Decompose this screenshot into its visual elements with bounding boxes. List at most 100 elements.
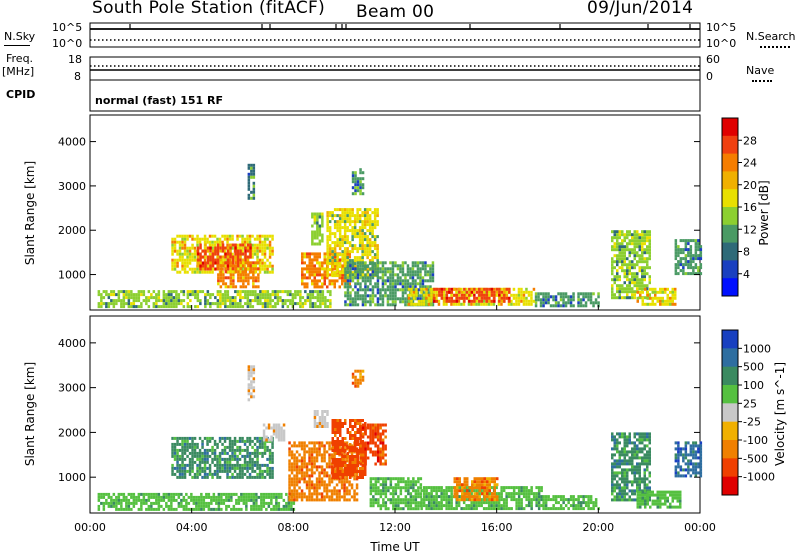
- colorbar-swatch: [722, 224, 738, 244]
- colorbar-swatch: [722, 153, 738, 172]
- nave-tick-bottom: 0: [706, 70, 713, 83]
- x-tick-label: 00:00: [684, 521, 716, 534]
- nsky-label: N.Sky: [4, 30, 36, 43]
- freq-unit-label: [MHz]: [2, 65, 35, 78]
- colorbar-swatch: [722, 118, 738, 137]
- power-echo-region: [217, 261, 260, 289]
- cpid-label: CPID: [6, 88, 36, 101]
- power-echo-region: [674, 239, 703, 276]
- power-echo-region: [351, 168, 365, 196]
- velocity-colorbar: 1000 500 100 25 -25 -100 -500 -1000: [721, 329, 775, 496]
- velocity-echo-region: [636, 490, 682, 509]
- power-panel: 1000 2000 3000 4000: [58, 114, 703, 311]
- velocity-echo-region: [351, 369, 365, 388]
- beam-label: Beam 00: [356, 2, 435, 22]
- velocity-echo-region: [420, 486, 543, 511]
- x-axis-label: Time UT: [369, 540, 420, 554]
- velocity-echo-region: [542, 495, 600, 511]
- power-echo-region: [186, 290, 332, 309]
- nsky-legend-line: [4, 45, 30, 46]
- colorbar-swatch: [722, 189, 738, 208]
- velocity-echo-region: [331, 419, 367, 479]
- colorbar-tick-label: 20: [743, 179, 757, 192]
- colorbar-tick-label: -500: [743, 452, 768, 465]
- freq-panel: [89, 56, 701, 81]
- velocity-echo-region: [313, 410, 329, 428]
- colorbar-swatch: [722, 330, 738, 349]
- freq-tick-top: 18: [68, 53, 82, 66]
- power-echo-region: [311, 212, 324, 246]
- nave-legend-line: [752, 80, 772, 82]
- colorbar-tick-label: -1000: [743, 471, 775, 484]
- power-ylabel: Slant Range [km]: [23, 161, 37, 265]
- power-echo-region: [247, 163, 256, 200]
- power-echo-region: [534, 292, 600, 308]
- colorbar-swatch: [722, 458, 738, 478]
- colorbar-tick-label: 16: [743, 201, 757, 214]
- colorbar-swatch: [722, 278, 738, 297]
- colorbar-swatch: [722, 385, 738, 404]
- power-echo-region: [611, 230, 651, 300]
- sky-panel: [89, 22, 701, 48]
- colorbar-tick-label: 1000: [743, 342, 771, 355]
- power-echo-region: [636, 287, 677, 306]
- colorbar-tick-label: 12: [743, 223, 757, 236]
- colorbar-tick-label: 28: [743, 134, 757, 147]
- station-title: South Pole Station (fitACF): [92, 0, 326, 18]
- nsearch-label: N.Search: [746, 30, 796, 43]
- power-colorbar: 28 24 20 16 12 8 4: [721, 117, 757, 297]
- y-tick-label: 4000: [58, 136, 86, 149]
- colorbar-swatch: [722, 171, 738, 190]
- velocity-echo-region: [611, 432, 651, 502]
- velocity-echo-region: [369, 477, 423, 511]
- y-tick-label: 3000: [58, 382, 86, 395]
- x-tick-label: 04:00: [176, 521, 208, 534]
- x-tick-label: 08:00: [277, 521, 309, 534]
- colorbar-swatch: [722, 135, 738, 155]
- colorbar-swatch: [722, 403, 738, 423]
- x-tick-label: 20:00: [582, 521, 614, 534]
- velocity-echo-region: [171, 436, 274, 479]
- cpid-text: normal (fast) 151 RF: [95, 94, 223, 107]
- y-tick-label: 2000: [58, 426, 86, 439]
- velocity-panel: 1000 2000 3000 4000: [58, 315, 703, 514]
- colorbar-swatch: [722, 476, 738, 496]
- power-echo-region: [344, 261, 435, 307]
- y-tick-label: 4000: [58, 337, 86, 350]
- velocity-ylabel: Slant Range [km]: [23, 362, 37, 466]
- freq-tick-bottom: 8: [74, 70, 81, 83]
- colorbar-tick-label: 8: [743, 246, 750, 259]
- colorbar-tick-label: -25: [743, 416, 761, 429]
- y-tick-label: 2000: [58, 224, 86, 237]
- colorbar-swatch: [722, 421, 738, 441]
- velocity-echo-region: [262, 423, 286, 442]
- colorbar-tick-label: 25: [743, 397, 757, 410]
- y-tick-label: 1000: [58, 471, 86, 484]
- nave-tick-top: 60: [706, 53, 720, 66]
- colorbar-tick-label: -100: [743, 434, 768, 447]
- colorbar-tick-label: 100: [743, 379, 764, 392]
- nave-label: Nave: [746, 64, 775, 77]
- velocity-echo-region: [453, 477, 499, 502]
- nsearch-tick-bottom: 10^0: [706, 37, 737, 50]
- nsearch-legend-line: [760, 46, 790, 48]
- nsky-tick-top: 10^5: [52, 21, 83, 34]
- colorbar-tick-label: 4: [743, 268, 750, 281]
- power-echo-region: [433, 287, 511, 303]
- cpid-panel: [89, 79, 701, 112]
- freq-label: Freq.: [6, 52, 34, 65]
- sky-spikes: [129, 24, 691, 29]
- colorbar-swatch: [722, 366, 738, 386]
- velocity-echo-region: [97, 492, 296, 511]
- colorbar-swatch: [722, 207, 738, 226]
- power-echo-region: [97, 290, 186, 309]
- velocity-echo-region: [674, 441, 703, 478]
- colorbar-swatch: [722, 242, 738, 261]
- x-tick-label: 12:00: [379, 521, 411, 534]
- velocity-colorbar-label: Velocity [m s^-1]: [773, 362, 787, 466]
- nsky-tick-bottom: 10^0: [52, 37, 83, 50]
- colorbar-swatch: [722, 440, 738, 459]
- power-colorbar-label: Power [dB]: [757, 180, 771, 245]
- y-tick-label: 3000: [58, 180, 86, 193]
